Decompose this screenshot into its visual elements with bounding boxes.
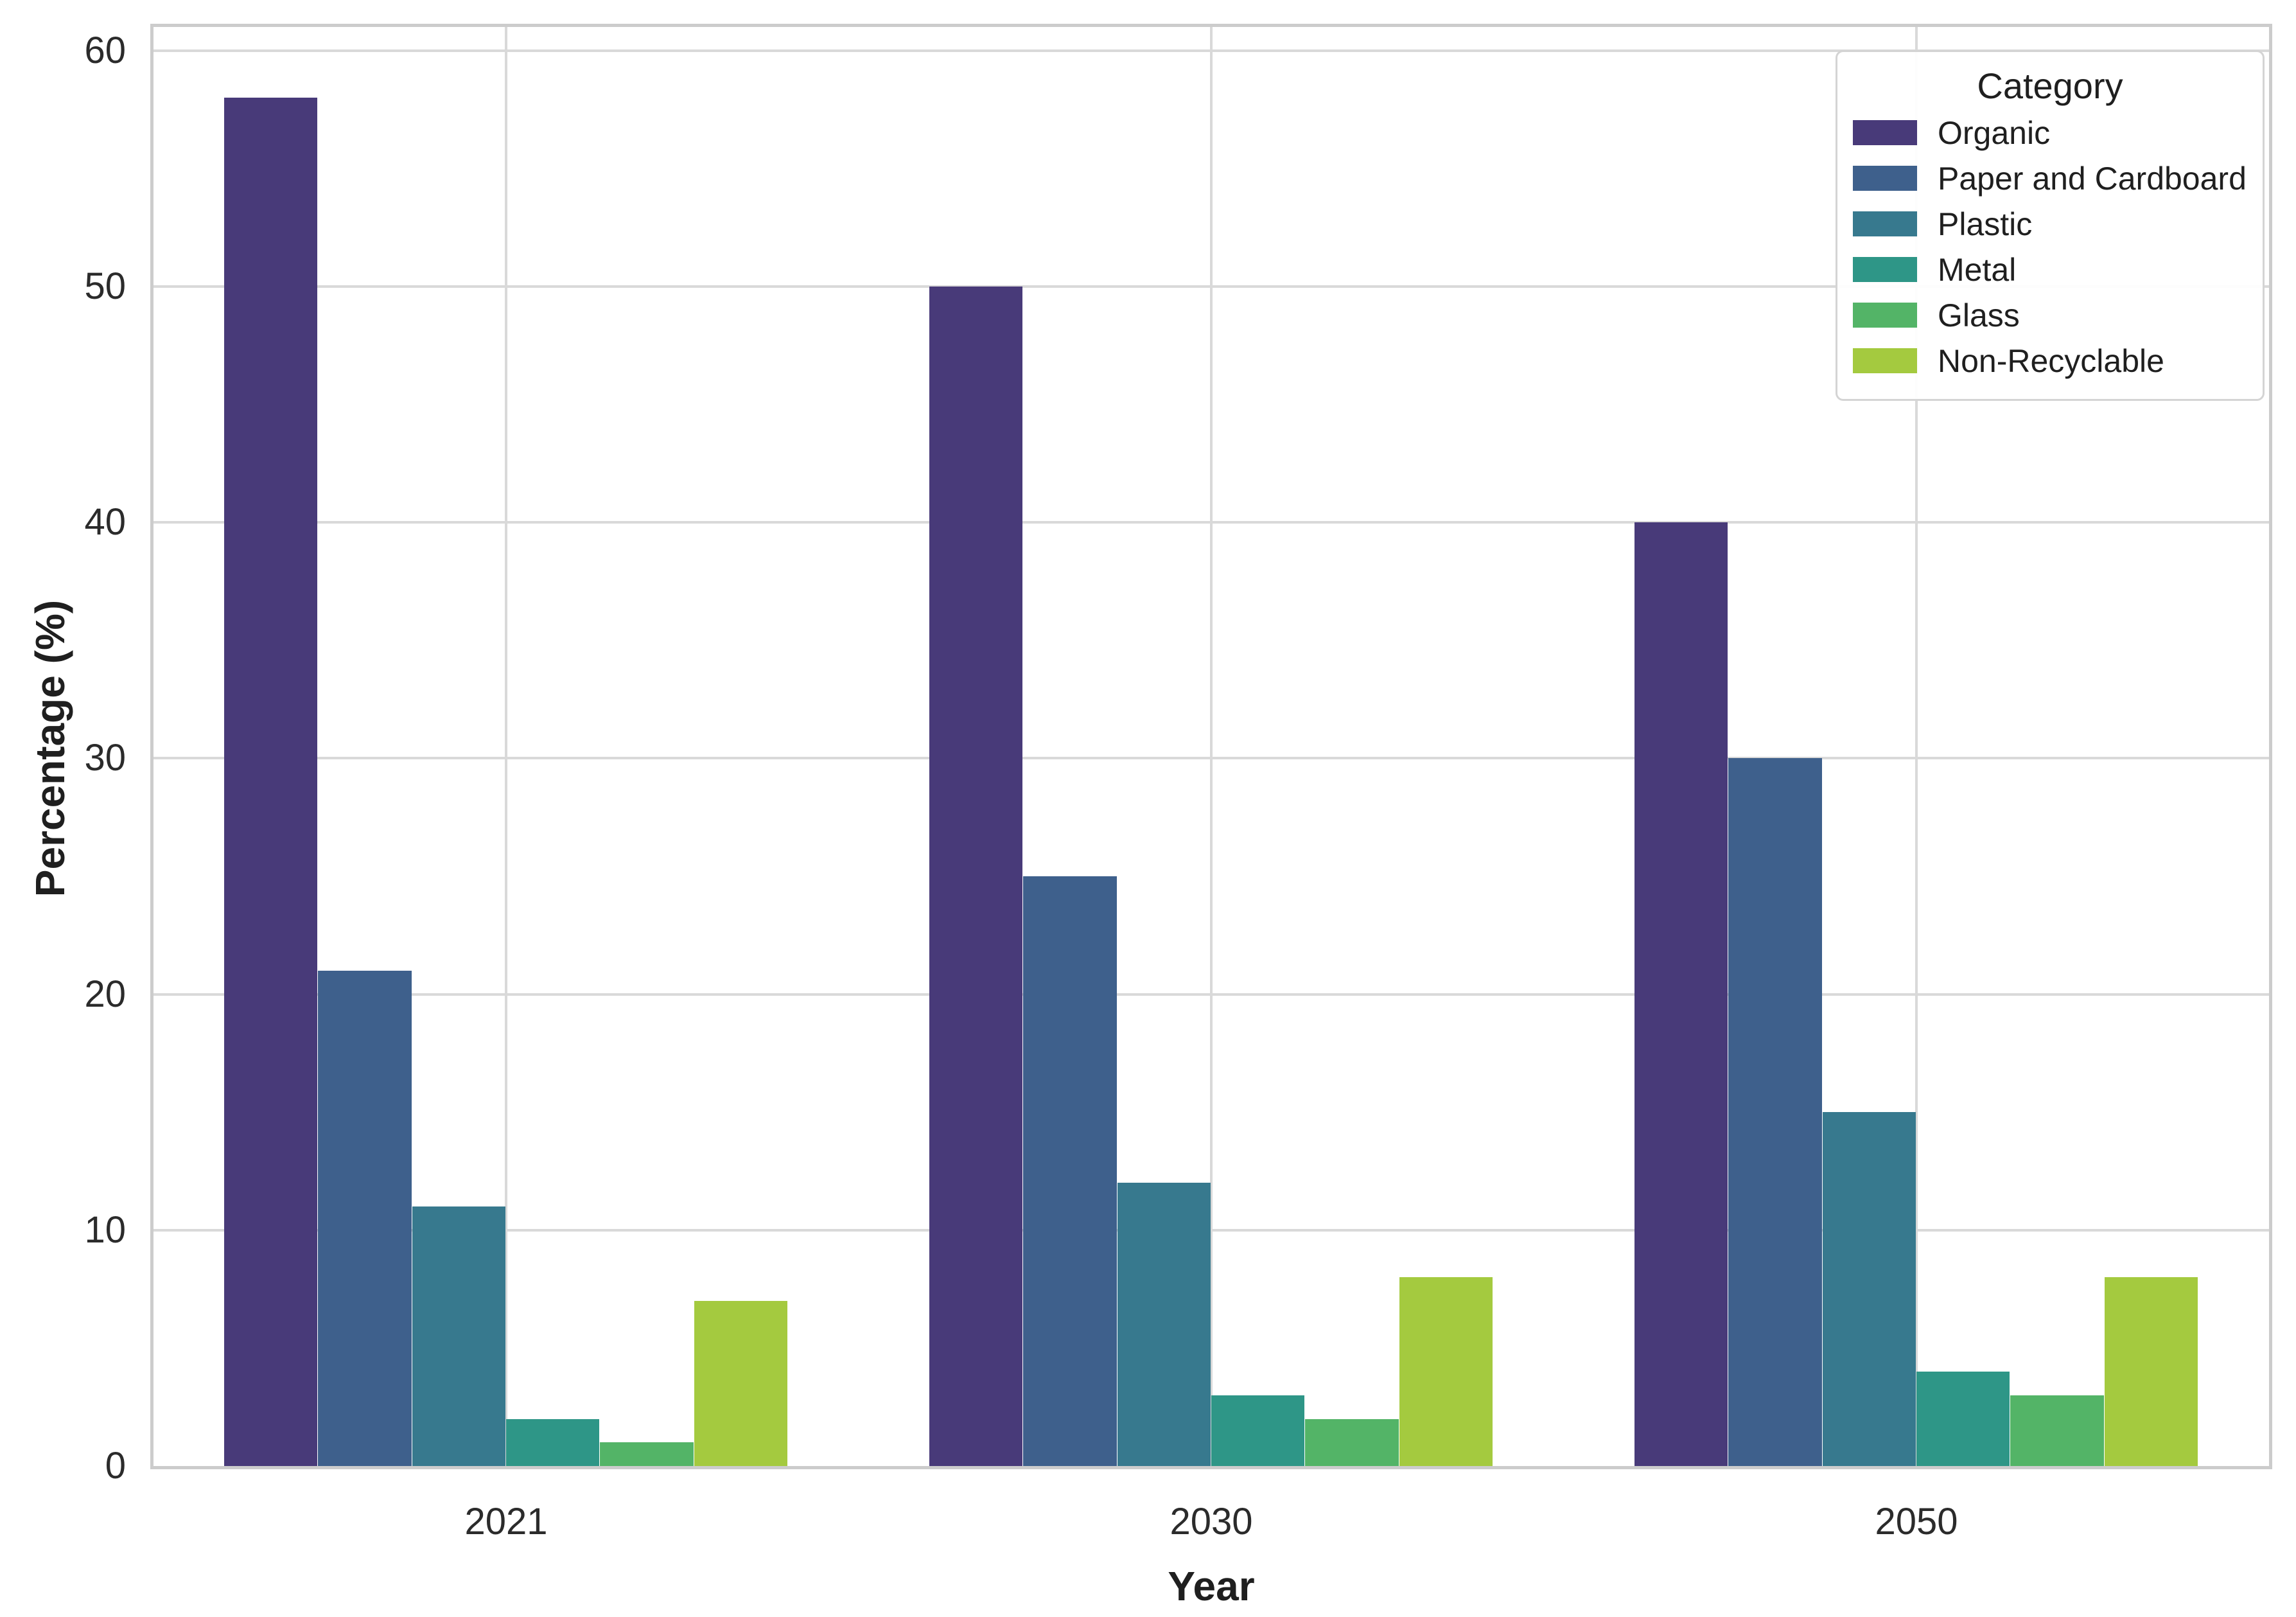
bar-2050-paper-and-cardboard <box>1728 758 1822 1466</box>
bar-2021-glass <box>600 1442 694 1466</box>
bar-2050-metal <box>1916 1372 2010 1466</box>
x-tick-label-2021: 2021 <box>464 1501 548 1542</box>
y-tick-label-30: 30 <box>84 737 126 779</box>
bar-2050-non-recyclable <box>2104 1277 2198 1466</box>
bar-2021-paper-and-cardboard <box>318 970 412 1466</box>
legend-label: Glass <box>1938 297 2020 333</box>
y-tick-label-0: 0 <box>105 1445 126 1487</box>
bar-2021-organic <box>223 98 318 1466</box>
legend-rows: Organic Paper and Cardboard Plastic Metal Gl… <box>1853 110 2247 384</box>
legend-swatch-icon <box>1853 166 1917 191</box>
bar-2030-glass <box>1305 1418 1399 1466</box>
bar-2030-metal <box>1211 1395 1305 1466</box>
legend-swatch-icon <box>1853 211 1917 236</box>
bar-2030-plastic <box>1117 1183 1211 1466</box>
bar-2050-glass <box>2010 1395 2104 1466</box>
y-tick-label-60: 60 <box>84 29 126 71</box>
x-axis-label: Year <box>1168 1563 1255 1609</box>
bar-2021-plastic <box>412 1206 505 1466</box>
x-tick-label-2030: 2030 <box>1170 1501 1253 1542</box>
y-tick-label-40: 40 <box>84 501 126 543</box>
legend-label: Non-Recyclable <box>1938 342 2164 379</box>
bar-2030-paper-and-cardboard <box>1023 876 1117 1466</box>
legend-row-non-recyclable: Non-Recyclable <box>1853 338 2247 384</box>
legend-label: Organic <box>1938 114 2051 151</box>
legend-label: Metal <box>1938 251 2017 288</box>
bar-2050-plastic <box>1822 1112 1916 1466</box>
legend-row-plastic: Plastic <box>1853 201 2247 247</box>
v-gridline-2050 <box>1915 27 1918 1466</box>
legend-title: Category <box>1977 66 2123 106</box>
legend-label: Paper and Cardboard <box>1938 160 2247 197</box>
legend-row-organic: Organic <box>1853 110 2247 155</box>
bar-2030-non-recyclable <box>1399 1277 1493 1466</box>
legend-swatch-icon <box>1853 120 1917 145</box>
legend-swatch-icon <box>1853 257 1917 282</box>
legend-row-paper-and-cardboard: Paper and Cardboard <box>1853 155 2247 201</box>
v-gridline-2021 <box>505 27 507 1466</box>
legend-row-metal: Metal <box>1853 247 2247 292</box>
bar-2050-organic <box>1634 522 1728 1466</box>
legend-box: Category Organic Paper and Cardboard Plast… <box>1836 50 2265 401</box>
y-tick-label-50: 50 <box>84 265 126 307</box>
bar-2021-non-recyclable <box>694 1300 788 1466</box>
legend-row-glass: Glass <box>1853 292 2247 338</box>
legend-swatch-icon <box>1853 303 1917 328</box>
y-tick-label-10: 10 <box>84 1208 126 1251</box>
bar-2021-metal <box>506 1418 600 1466</box>
y-axis-label: Percentage (%) <box>27 599 73 897</box>
legend-label: Plastic <box>1938 206 2033 242</box>
bar-2030-organic <box>929 286 1023 1466</box>
x-tick-label-2050: 2050 <box>1875 1501 1958 1542</box>
v-gridline-2030 <box>1210 27 1213 1466</box>
legend-swatch-icon <box>1853 348 1917 373</box>
y-tick-label-20: 20 <box>84 973 126 1015</box>
